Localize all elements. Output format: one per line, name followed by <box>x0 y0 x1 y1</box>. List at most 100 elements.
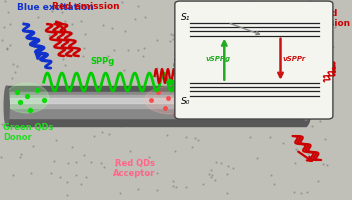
Point <box>291 190 296 194</box>
Point <box>315 179 321 182</box>
Point <box>220 22 226 25</box>
Point <box>10 62 16 65</box>
Point <box>170 38 176 41</box>
Point <box>4 46 10 49</box>
Point <box>196 123 201 126</box>
Point <box>62 20 68 23</box>
Point <box>154 171 159 174</box>
Point <box>272 182 277 185</box>
Point <box>0 122 5 125</box>
Point <box>265 28 271 31</box>
Point <box>125 48 130 51</box>
Point <box>102 165 107 168</box>
Point <box>69 145 74 148</box>
Point <box>142 15 147 18</box>
Point <box>167 39 172 42</box>
Point <box>46 33 52 37</box>
Point <box>291 111 297 115</box>
Point <box>179 66 185 69</box>
Point <box>189 43 194 46</box>
Point <box>332 26 338 29</box>
Point <box>227 114 233 118</box>
Point <box>292 162 297 165</box>
Point <box>88 160 94 164</box>
Point <box>121 68 127 71</box>
Point <box>7 22 13 25</box>
Point <box>323 137 328 140</box>
Point <box>303 121 309 124</box>
Point <box>20 21 26 24</box>
Point <box>53 138 59 141</box>
Point <box>188 29 194 32</box>
Point <box>91 135 96 138</box>
Point <box>119 124 124 127</box>
Point <box>241 14 247 18</box>
Point <box>267 135 272 139</box>
Text: Green QDs
Donor: Green QDs Donor <box>4 123 54 142</box>
Point <box>219 40 225 43</box>
Point <box>196 138 201 142</box>
Point <box>114 163 119 166</box>
Point <box>136 187 141 190</box>
Point <box>155 39 160 42</box>
Point <box>119 1 125 4</box>
Ellipse shape <box>5 83 49 113</box>
Point <box>172 149 177 152</box>
Text: Red QDs
Acceptor: Red QDs Acceptor <box>113 159 156 178</box>
Point <box>317 120 322 123</box>
Point <box>13 105 19 109</box>
Point <box>35 15 41 19</box>
Point <box>59 10 65 13</box>
Point <box>218 162 224 165</box>
Point <box>250 0 256 2</box>
Point <box>305 93 311 96</box>
Point <box>70 22 75 25</box>
Point <box>313 15 318 18</box>
Point <box>295 47 300 50</box>
Point <box>307 0 313 3</box>
Point <box>170 185 176 188</box>
Point <box>136 4 141 8</box>
Point <box>172 30 177 33</box>
Point <box>65 162 71 165</box>
Point <box>117 192 122 195</box>
Point <box>190 109 196 112</box>
Point <box>106 132 112 136</box>
Point <box>64 180 70 183</box>
Text: νSPPr: νSPPr <box>282 56 306 62</box>
Point <box>6 11 11 14</box>
Point <box>158 91 164 94</box>
Point <box>201 183 206 186</box>
Point <box>238 98 244 101</box>
Point <box>225 192 230 195</box>
Ellipse shape <box>301 86 311 126</box>
Point <box>38 119 44 123</box>
Point <box>98 84 104 87</box>
Point <box>30 145 35 148</box>
Point <box>9 77 15 80</box>
Point <box>48 89 54 92</box>
Point <box>43 121 49 124</box>
Point <box>306 72 311 75</box>
Point <box>298 192 304 195</box>
Point <box>48 172 54 175</box>
Point <box>173 47 179 50</box>
Text: SPPr: SPPr <box>177 52 197 61</box>
Point <box>164 133 170 136</box>
Point <box>145 172 151 175</box>
Point <box>4 47 10 50</box>
Point <box>271 46 277 50</box>
Point <box>326 83 332 86</box>
Point <box>80 54 86 57</box>
Point <box>322 70 328 73</box>
Point <box>172 104 178 107</box>
Point <box>168 32 174 36</box>
Point <box>170 33 175 37</box>
Point <box>208 169 214 172</box>
Point <box>225 165 231 168</box>
Point <box>200 73 206 76</box>
Point <box>98 161 104 164</box>
Point <box>183 186 189 189</box>
Point <box>28 172 33 175</box>
Point <box>0 155 4 159</box>
